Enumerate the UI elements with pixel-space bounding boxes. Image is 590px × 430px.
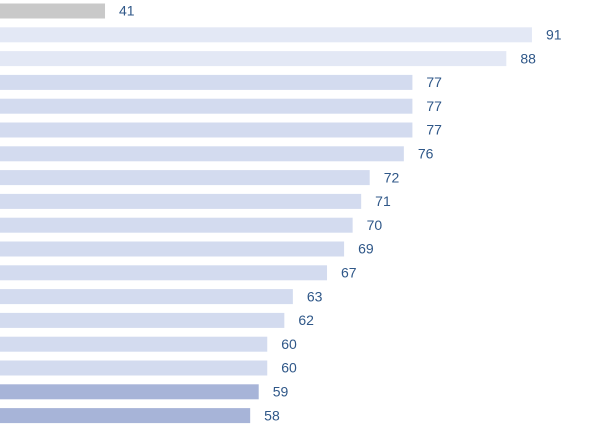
value-label: 60 — [281, 336, 297, 352]
value-label: 60 — [281, 360, 297, 376]
bar — [0, 170, 370, 186]
bar — [0, 98, 413, 114]
value-label: 91 — [546, 27, 562, 43]
bar — [0, 3, 106, 19]
value-label: 70 — [367, 217, 383, 233]
bar — [0, 241, 345, 257]
value-label: 71 — [375, 193, 391, 209]
value-label: 59 — [273, 384, 289, 400]
bar — [0, 360, 268, 376]
bar — [0, 265, 328, 281]
value-label: 77 — [426, 122, 442, 138]
value-label: 77 — [426, 98, 442, 114]
bar — [0, 336, 268, 352]
bar — [0, 312, 285, 328]
value-label: 76 — [418, 146, 434, 162]
value-label: 88 — [520, 50, 536, 66]
bar — [0, 122, 413, 138]
value-label: 63 — [307, 288, 323, 304]
bar — [0, 146, 404, 162]
bar — [0, 27, 532, 43]
bar — [0, 217, 353, 233]
bar — [0, 51, 507, 67]
value-label: 58 — [264, 407, 280, 423]
value-label: 77 — [426, 74, 442, 90]
bar — [0, 74, 413, 90]
value-label: 69 — [358, 241, 374, 257]
bar — [0, 384, 259, 400]
bar — [0, 289, 293, 305]
bar — [0, 408, 251, 424]
value-label: 72 — [384, 169, 400, 185]
value-label: 41 — [119, 3, 135, 19]
bar — [0, 193, 362, 209]
value-label: 67 — [341, 265, 357, 281]
value-label: 62 — [298, 312, 314, 328]
